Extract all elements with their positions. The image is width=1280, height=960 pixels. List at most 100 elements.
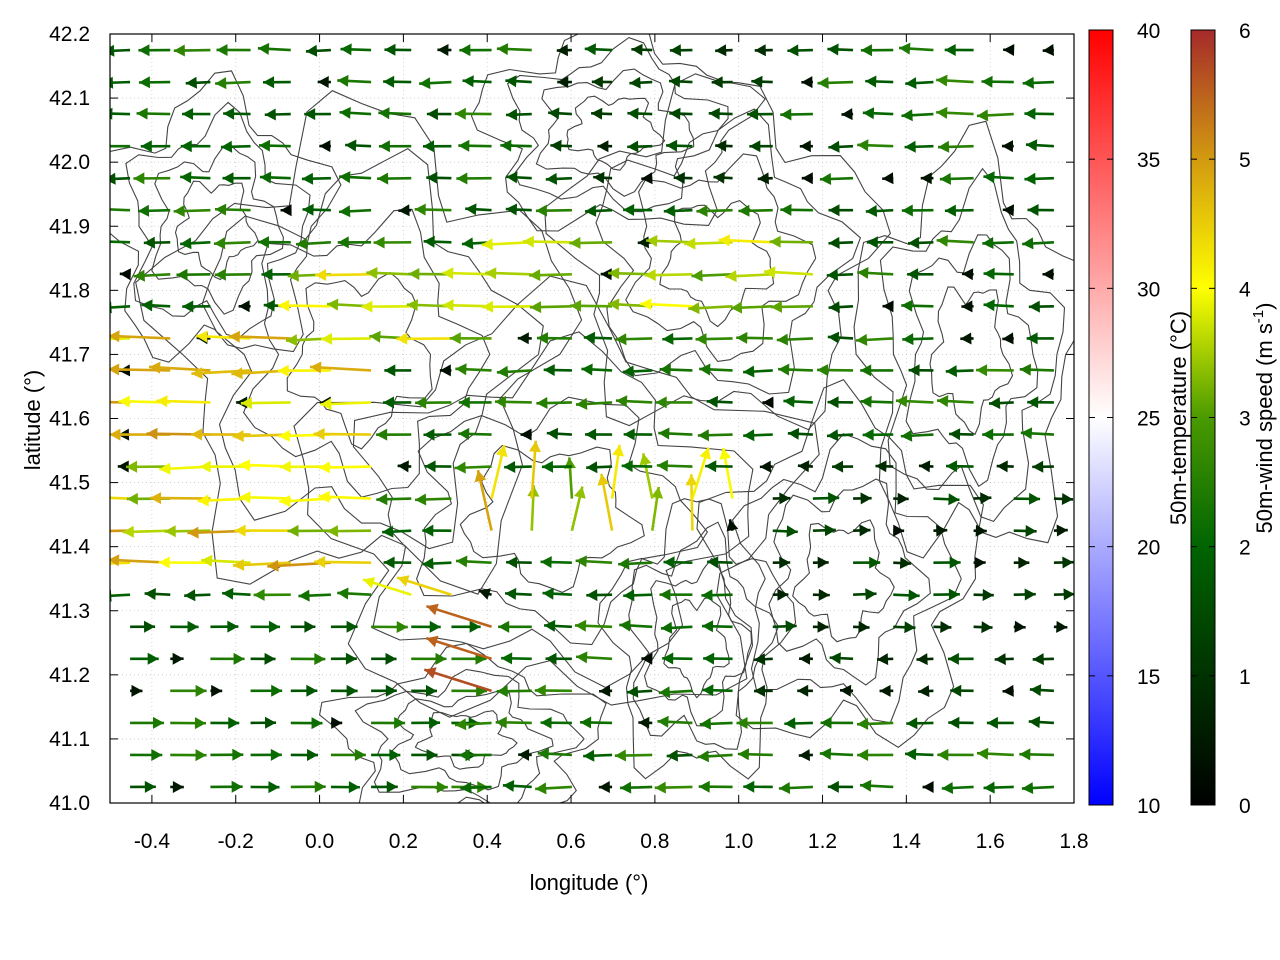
wind-arrow	[820, 716, 854, 729]
wind-arrow-head	[619, 619, 631, 632]
wind-arrow	[856, 717, 894, 730]
wind-arrow	[945, 365, 974, 378]
wind-arrow	[663, 204, 693, 217]
wind-arrow	[666, 139, 693, 152]
wind-arrow	[305, 44, 331, 57]
wind-arrow-head	[656, 459, 668, 472]
wind-arrow-head	[240, 397, 252, 410]
wind-arrow	[143, 236, 171, 249]
contour-line	[242, 208, 491, 498]
wind-arrow-head	[346, 620, 358, 633]
wind-arrow	[618, 557, 653, 570]
wind-arrow-head	[922, 781, 934, 793]
wind-arrow	[216, 44, 251, 56]
wind-arrow-head	[597, 140, 609, 153]
wind-arrow-head	[981, 75, 993, 88]
wind-arrow	[411, 684, 438, 697]
wind-arrow-head	[860, 492, 872, 505]
wind-arrow-head	[201, 554, 213, 567]
wind-arrow-head	[133, 172, 145, 185]
wind-arrow-head	[385, 652, 397, 665]
wind-arrow-head	[659, 588, 671, 601]
wind-arrow-head	[376, 493, 388, 506]
wind-arrow-head	[110, 172, 116, 185]
wind-arrow-head	[860, 395, 872, 408]
wind-arrow	[396, 332, 452, 345]
wind-arrow	[517, 332, 532, 345]
wind-arrow	[950, 684, 974, 697]
wind-arrow-head	[897, 492, 909, 505]
wind-arrow	[478, 588, 492, 600]
wind-arrow	[945, 460, 974, 473]
wind-arrow-head	[698, 780, 710, 793]
wind-arrow	[290, 749, 319, 761]
wind-arrow	[640, 298, 693, 311]
wind-arrow	[425, 635, 492, 661]
wind-arrow	[982, 428, 1014, 441]
wind-arrow	[669, 44, 693, 57]
wind-arrow-head	[901, 109, 913, 122]
wind-arrow	[827, 331, 854, 344]
wind-arrow-head	[556, 44, 568, 57]
wind-arrow-head	[439, 364, 451, 377]
wind-arrow-head	[616, 395, 628, 408]
wind-arrow-head	[287, 269, 299, 282]
wind-arrow	[424, 460, 452, 473]
wind-arrow	[437, 44, 452, 56]
wind-arrow	[812, 556, 829, 569]
wind-arrow	[986, 716, 1014, 729]
wind-arrow-head	[259, 139, 271, 152]
wind-arrow	[214, 203, 251, 216]
wind-arrow-head	[546, 427, 559, 440]
wind-arrow-head	[1026, 332, 1038, 345]
wind-arrow-head	[586, 589, 598, 602]
wind-arrow-head	[662, 652, 674, 665]
wind-arrow	[454, 107, 492, 120]
wind-arrow	[901, 204, 934, 217]
wind-arrow	[556, 44, 572, 57]
wind-arrow-head	[423, 428, 435, 441]
wind-arrow-head	[762, 396, 774, 409]
wind-arrow-head	[144, 588, 156, 600]
wind-arrow-head	[743, 429, 755, 442]
wind-arrow	[156, 395, 211, 408]
wind-arrow	[699, 363, 733, 376]
wind-arrow	[1002, 332, 1014, 345]
wind-arrow	[976, 747, 1014, 760]
wind-arrow	[1022, 76, 1054, 89]
x-tick-label: 1.6	[976, 830, 1005, 853]
wind-arrow	[893, 621, 916, 634]
wind-arrow-head	[701, 589, 713, 602]
colorbar-tick-label: 40	[1137, 20, 1160, 43]
wind-arrow-head	[149, 361, 161, 374]
wind-arrow	[130, 620, 156, 633]
wind-arrow	[730, 301, 773, 314]
wind-arrow-head	[576, 651, 588, 664]
wind-arrow	[422, 557, 452, 570]
wind-arrow	[290, 620, 316, 633]
wind-arrow-head	[535, 782, 547, 795]
wind-arrow	[918, 685, 934, 698]
wind-arrow-head	[584, 43, 596, 56]
wind-arrow	[944, 44, 974, 56]
wind-arrow	[826, 268, 854, 281]
wind-arrow	[673, 172, 693, 184]
wind-arrows	[95, 42, 1074, 795]
wind-arrow	[697, 429, 733, 442]
wind-arrow-head	[345, 139, 357, 152]
wind-arrow	[170, 684, 207, 697]
wind-arrow-head	[1042, 268, 1054, 281]
wind-arrow	[287, 524, 331, 537]
wind-arrow	[1013, 525, 1037, 537]
wind-arrow	[973, 492, 992, 505]
contour-line	[628, 521, 780, 750]
wind-arrow-head	[95, 203, 106, 215]
wind-arrow	[110, 330, 171, 343]
wind-arrow	[298, 589, 331, 602]
wind-arrow-head	[1021, 782, 1034, 794]
wind-arrow-head	[110, 363, 120, 376]
wind-arrow	[110, 561, 131, 565]
wind-arrow	[330, 652, 357, 665]
wind-label-exponent: -1	[1250, 310, 1267, 323]
wind-arrow-head	[948, 716, 960, 729]
